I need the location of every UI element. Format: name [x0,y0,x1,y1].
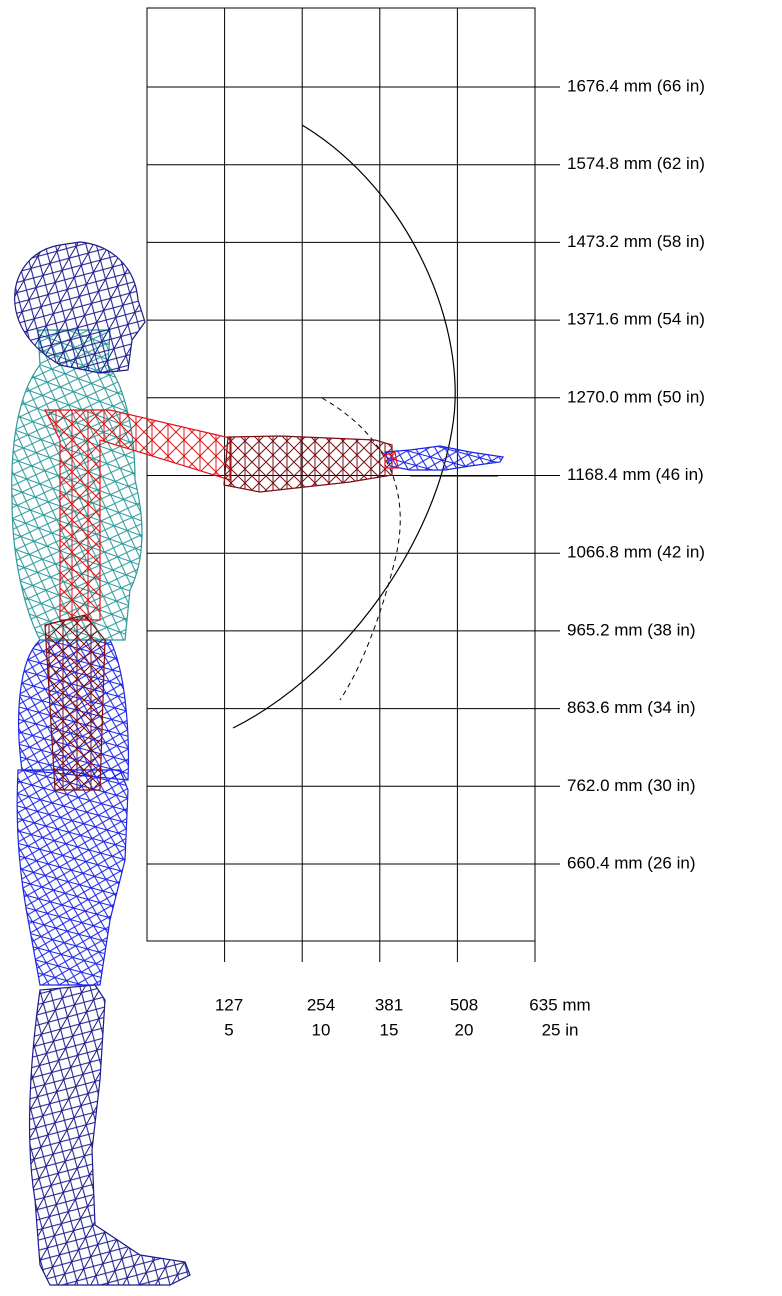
x-label-in: 25 in [542,1020,579,1039]
y-label: 762.0 mm (30 in) [567,776,696,795]
y-label: 965.2 mm (38 in) [567,620,696,639]
human-figure [12,242,503,1285]
x-label-mm: 254 [307,995,335,1014]
x-label-mm: 381 [375,995,403,1014]
y-label: 1574.8 mm (62 in) [567,154,705,173]
y-label: 660.4 mm (26 in) [567,853,696,872]
thigh [17,770,128,985]
reach-arc [233,125,455,728]
grid [147,8,560,962]
reach-curves [233,125,498,728]
x-label-in: 5 [224,1020,233,1039]
x-label-mm: 508 [450,995,478,1014]
x-label-in: 15 [380,1020,399,1039]
x-label-mm: 635 mm [529,995,590,1014]
x-label-in: 20 [455,1020,474,1039]
lower-leg [30,985,190,1285]
y-label: 863.6 mm (34 in) [567,698,696,717]
reach-diagram: 127 5 254 10 381 15 508 20 635 mm 25 in 1676.4 mm … [0,0,782,1291]
forearm-side [45,615,105,790]
y-label: 1676.4 mm (66 in) [567,76,705,95]
y-label: 1168.4 mm (46 in) [567,465,704,484]
y-label: 1066.8 mm (42 in) [567,543,705,562]
head [15,242,145,373]
y-label: 1371.6 mm (54 in) [567,310,705,329]
y-label: 1473.2 mm (58 in) [567,232,705,251]
forearm [224,436,392,492]
x-label-in: 10 [312,1020,331,1039]
wrist [385,452,398,468]
hand [385,446,503,470]
y-label: 1270.0 mm (50 in) [567,387,705,406]
x-label-mm: 127 [215,995,243,1014]
